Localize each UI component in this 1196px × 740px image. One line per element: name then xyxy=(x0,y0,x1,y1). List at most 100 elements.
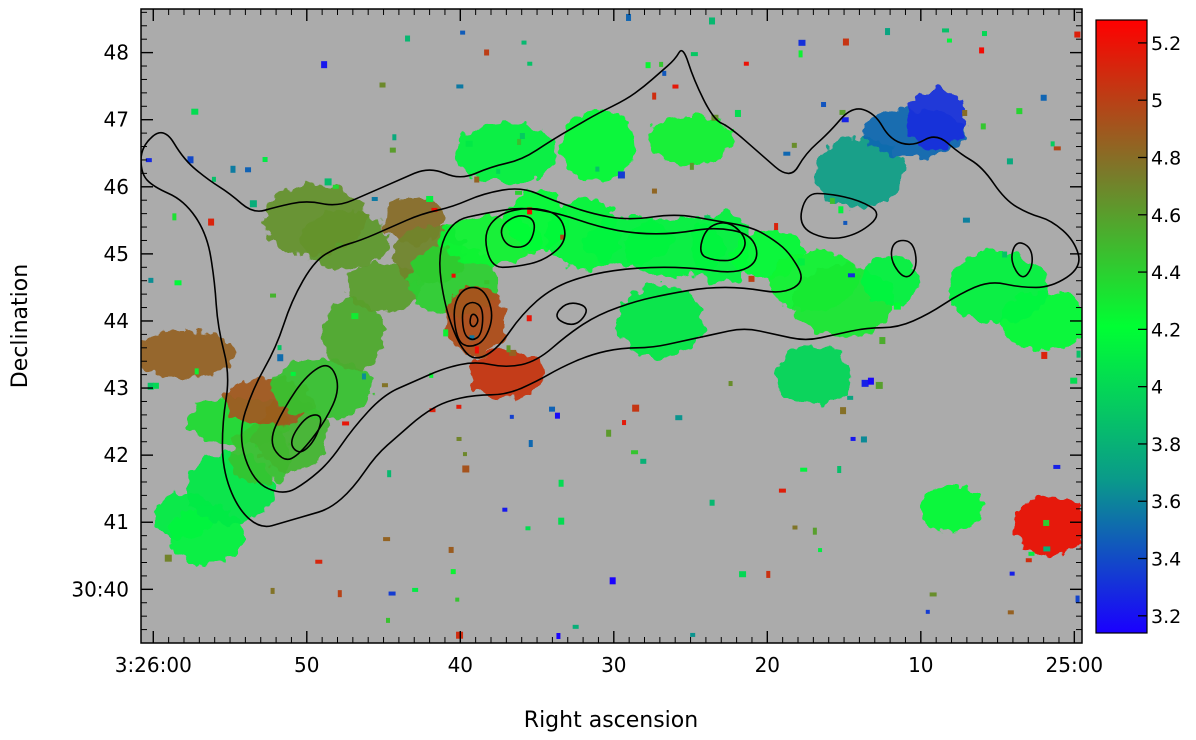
speckle-149 xyxy=(875,381,883,389)
speckle-95 xyxy=(652,92,657,100)
speckle-131 xyxy=(381,383,388,388)
speckle-65 xyxy=(208,218,215,226)
speckle-3 xyxy=(460,30,466,35)
speckle-115 xyxy=(840,407,847,415)
x-tick-label-4: 20 xyxy=(755,653,780,677)
y-tick-label-6: 46 xyxy=(104,175,129,199)
speckle-164 xyxy=(1076,350,1081,358)
speckle-57 xyxy=(645,62,651,69)
speckle-49 xyxy=(230,165,236,173)
emission-regions xyxy=(141,89,1082,566)
speckle-161 xyxy=(448,546,454,553)
speckle-133 xyxy=(502,507,508,512)
speckle-84 xyxy=(606,429,612,437)
speckle-42 xyxy=(332,184,339,189)
colorbar-tick-label-5: 4.2 xyxy=(1151,319,1181,341)
speckle-74 xyxy=(379,82,386,88)
speckle-81 xyxy=(783,151,791,156)
speckle-139 xyxy=(800,467,808,472)
speckle-147 xyxy=(842,38,849,46)
speckle-112 xyxy=(506,345,511,353)
speckle-51 xyxy=(509,349,517,356)
speckle-61 xyxy=(527,207,533,215)
contour-11 xyxy=(800,192,878,240)
speckle-35 xyxy=(1075,595,1080,603)
speckle-154 xyxy=(1028,551,1035,556)
x-tick-label-6: 25:00 xyxy=(1046,653,1104,677)
speckle-68 xyxy=(277,354,284,362)
region-11 xyxy=(263,184,366,257)
speckle-102 xyxy=(465,140,473,147)
speckle-36 xyxy=(748,275,755,282)
colorbar-tick-label-7: 4.6 xyxy=(1151,205,1181,227)
speckle-108 xyxy=(617,171,625,179)
speckle-120 xyxy=(456,436,462,441)
speckle-67 xyxy=(962,110,968,117)
speckle-25 xyxy=(462,452,467,457)
speckle-31 xyxy=(387,470,392,478)
speckle-55 xyxy=(525,526,531,531)
speckle-45 xyxy=(609,577,616,585)
speckle-19 xyxy=(270,293,277,298)
speckle-18 xyxy=(651,188,657,194)
speckle-160 xyxy=(837,466,842,474)
y-tick-label-1: 41 xyxy=(104,510,129,534)
speckle-6 xyxy=(456,631,464,639)
speckle-17 xyxy=(791,142,797,148)
colorbar-tick-label-2: 3.6 xyxy=(1151,491,1181,513)
region-35 xyxy=(946,251,1049,324)
speckle-85 xyxy=(1043,519,1050,526)
colorbar-tick-label-8: 4.8 xyxy=(1151,147,1181,169)
colorbar-tick-label-3: 3.8 xyxy=(1151,434,1181,456)
speckle-118 xyxy=(879,337,886,345)
region-39 xyxy=(141,330,235,379)
region-32 xyxy=(445,284,506,357)
region-9 xyxy=(346,263,421,312)
speckle-16 xyxy=(739,571,747,578)
contour-12 xyxy=(890,239,917,278)
speckle-166 xyxy=(847,395,854,400)
y-tick-label-0: 30:40 xyxy=(71,577,129,601)
speckle-116 xyxy=(690,632,696,637)
speckle-159 xyxy=(351,313,359,320)
region-25 xyxy=(776,344,851,405)
speckle-126 xyxy=(556,633,561,640)
region-30 xyxy=(646,115,735,164)
x-tick-label-1: 50 xyxy=(294,653,319,677)
speckle-148 xyxy=(626,13,632,21)
speckle-75 xyxy=(249,200,257,208)
speckle-105 xyxy=(392,134,397,141)
contour-6 xyxy=(453,286,493,347)
speckle-88 xyxy=(560,234,565,240)
speckle-10 xyxy=(704,215,711,220)
speckle-72 xyxy=(672,84,679,89)
speckle-132 xyxy=(148,277,154,283)
colorbar-tick-label-1: 3.4 xyxy=(1151,549,1181,571)
speckle-30 xyxy=(818,548,823,553)
y-tick-label-2: 42 xyxy=(104,443,129,467)
speckle-2 xyxy=(324,178,332,186)
speckle-38 xyxy=(164,554,172,562)
speckle-21 xyxy=(798,39,806,46)
speckle-11 xyxy=(194,368,199,375)
speckle-34 xyxy=(450,569,456,575)
speckle-29 xyxy=(860,436,867,443)
speckle-145 xyxy=(191,108,199,115)
speckle-43 xyxy=(980,123,986,130)
speckle-129 xyxy=(371,196,378,201)
speckle-146 xyxy=(335,242,343,247)
speckle-37 xyxy=(675,415,683,421)
speckle-66 xyxy=(558,517,565,525)
speckle-123 xyxy=(1041,351,1048,359)
contour-13 xyxy=(1011,242,1034,278)
speckle-130 xyxy=(690,52,698,57)
colorbar-tick-label-9: 5 xyxy=(1151,90,1163,112)
speckle-162 xyxy=(519,133,525,140)
speckle-110 xyxy=(1007,610,1014,615)
region-24 xyxy=(860,256,921,305)
speckle-101 xyxy=(1050,141,1055,147)
speckle-142 xyxy=(962,217,970,223)
speckle-26 xyxy=(766,570,771,578)
